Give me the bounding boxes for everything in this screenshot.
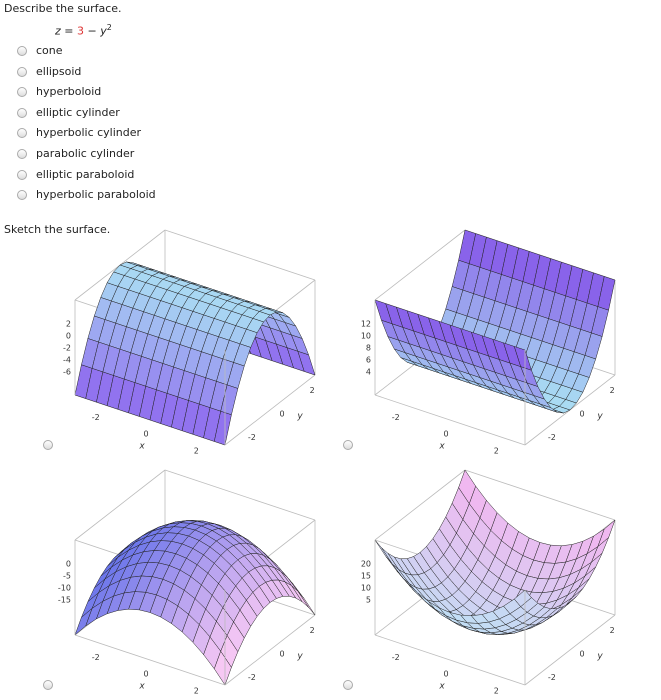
plot-radio[interactable] — [43, 680, 53, 690]
z-tick-label: 10 — [361, 583, 371, 592]
z-tick-label: -15 — [58, 595, 71, 604]
z-tick-label: 8 — [366, 343, 371, 352]
equation-term: − y — [87, 24, 107, 38]
equation-constant: 3 — [77, 24, 84, 38]
x-tick-label: -2 — [392, 413, 400, 422]
plot-radio[interactable] — [343, 440, 353, 450]
x-tick-label: 0 — [443, 430, 448, 439]
x-tick-label: 0 — [443, 670, 448, 679]
option-radio[interactable] — [17, 66, 27, 77]
equation-exponent: 2 — [106, 23, 112, 32]
x-tick-label: -2 — [92, 653, 100, 662]
sketch-prompt: Sketch the surface. — [4, 223, 111, 236]
z-tick-label: -4 — [63, 355, 71, 364]
option-label[interactable]: elliptic cylinder — [36, 105, 120, 119]
y-axis-label: y — [296, 652, 303, 662]
x-tick-label: 2 — [194, 446, 199, 455]
equation-lhs: z = — [55, 24, 74, 38]
option-label[interactable]: elliptic paraboloid — [36, 167, 135, 181]
y-tick-label: -2 — [548, 673, 556, 682]
option-radio[interactable] — [17, 87, 27, 98]
option-radio[interactable] — [17, 149, 27, 159]
x-tick-label: 2 — [194, 686, 199, 695]
y-tick-label: 2 — [310, 626, 315, 635]
y-tick-label: 0 — [279, 410, 284, 419]
surface-patch — [214, 650, 232, 686]
y-tick-label: 0 — [579, 650, 584, 659]
z-tick-label: -6 — [63, 367, 71, 376]
z-tick-label: -2 — [63, 343, 71, 352]
option-radio[interactable] — [17, 46, 27, 56]
plot-radio[interactable] — [43, 440, 53, 450]
y-tick-label: 2 — [310, 386, 315, 395]
y-tick-label: -2 — [548, 433, 556, 442]
y-tick-label: -2 — [248, 673, 256, 682]
box-edge — [224, 374, 316, 446]
equation: z = 3 − y2 — [55, 23, 112, 38]
z-tick-label: 10 — [361, 331, 371, 340]
y-axis-label: y — [596, 412, 603, 422]
box-edge — [524, 614, 616, 686]
z-tick-label: 2 — [66, 319, 71, 328]
option-label[interactable]: hyperbolic cylinder — [36, 126, 142, 140]
box-edge — [164, 469, 316, 521]
question-prompt: Describe the surface. — [4, 2, 122, 15]
x-tick-label: -2 — [392, 653, 400, 662]
x-tick-label: 2 — [494, 446, 499, 455]
y-tick-label: 0 — [579, 410, 584, 419]
z-tick-label: -5 — [63, 571, 71, 580]
z-tick-label: 6 — [366, 355, 371, 364]
y-tick-label: 2 — [610, 386, 615, 395]
x-tick-label: 0 — [143, 670, 148, 679]
box-edge — [464, 469, 616, 521]
z-tick-label: 15 — [361, 571, 371, 580]
z-tick-label: 5 — [366, 595, 371, 604]
x-tick-label: -2 — [92, 413, 100, 422]
y-axis-label: y — [596, 652, 603, 662]
box-edge — [374, 634, 526, 686]
x-axis-label: x — [438, 682, 445, 692]
x-axis-label: x — [438, 442, 445, 452]
option-label[interactable]: cone — [36, 44, 63, 57]
surface-patch — [513, 589, 532, 607]
y-tick-label: 2 — [610, 626, 615, 635]
x-axis-label: x — [138, 682, 145, 692]
plot-radio[interactable] — [343, 680, 353, 690]
x-axis-label: x — [138, 442, 145, 452]
option-label[interactable]: ellipsoid — [36, 64, 82, 78]
z-tick-label: 4 — [366, 367, 371, 376]
x-tick-label: 0 — [143, 430, 148, 439]
box-edge — [374, 394, 526, 446]
z-tick-label: -10 — [58, 583, 71, 592]
box-edge — [74, 469, 166, 541]
option-radio[interactable] — [17, 107, 27, 118]
option-label[interactable]: hyperbolic paraboloid — [36, 188, 156, 202]
z-tick-label: 0 — [66, 559, 71, 568]
option-radio[interactable] — [17, 190, 27, 201]
option-radio[interactable] — [17, 169, 27, 180]
y-tick-label: 0 — [279, 650, 284, 659]
option-radio[interactable] — [17, 128, 27, 139]
option-label[interactable]: parabolic cylinder — [36, 147, 135, 160]
z-tick-label: 0 — [66, 331, 71, 340]
x-tick-label: 2 — [494, 686, 499, 695]
box-edge — [374, 229, 466, 301]
y-tick-label: -2 — [248, 433, 256, 442]
surface-patch — [374, 539, 393, 564]
box-edge — [74, 634, 226, 686]
surface-patch — [513, 346, 532, 371]
option-label[interactable]: hyperboloid — [36, 85, 102, 99]
box-edge — [374, 469, 466, 541]
box-edge — [164, 229, 316, 281]
y-axis-label: y — [296, 412, 303, 422]
z-tick-label: 12 — [361, 319, 371, 328]
z-tick-label: 20 — [361, 559, 371, 568]
surface-patch — [213, 410, 232, 446]
box-edge — [224, 614, 316, 686]
